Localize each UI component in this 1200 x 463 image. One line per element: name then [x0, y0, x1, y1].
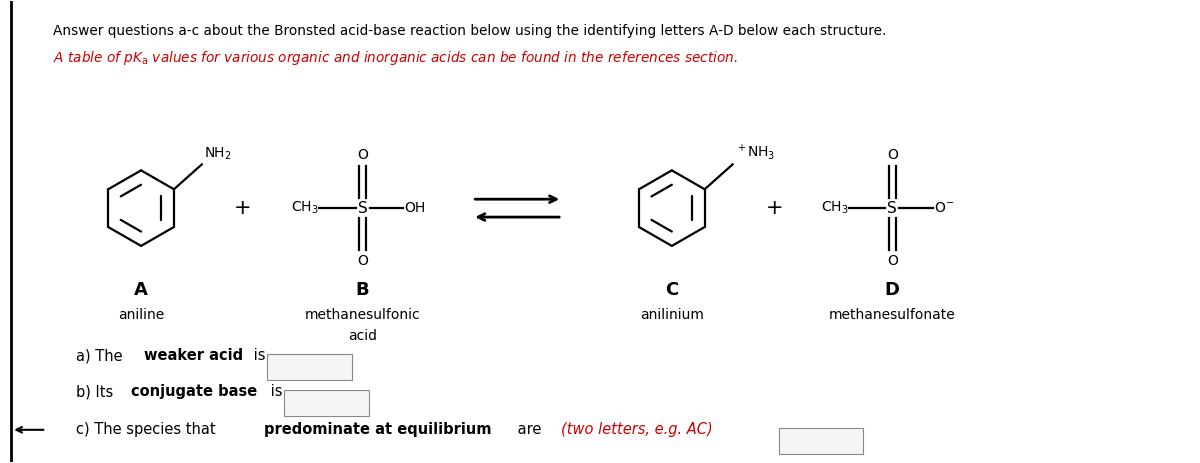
Text: conjugate base: conjugate base [131, 384, 257, 399]
Text: Answer questions a-c about the Bronsted acid-base reaction below using the ident: Answer questions a-c about the Bronsted … [53, 24, 887, 38]
Text: NH$_2$: NH$_2$ [204, 146, 232, 163]
Text: acid: acid [348, 329, 377, 344]
Text: $^+$NH$_3$: $^+$NH$_3$ [734, 143, 775, 163]
Bar [266, 354, 352, 380]
Text: is: is [248, 348, 265, 363]
Text: O: O [358, 149, 368, 163]
Text: CH$_3$: CH$_3$ [290, 200, 318, 216]
Text: C: C [665, 281, 678, 299]
Bar [779, 428, 863, 454]
Text: anilinium: anilinium [640, 307, 703, 321]
Text: predominate at equilibrium: predominate at equilibrium [264, 422, 491, 437]
Text: are: are [514, 422, 546, 437]
Text: D: D [884, 281, 900, 299]
Text: aniline: aniline [118, 307, 164, 321]
Bar [283, 390, 368, 416]
Text: +: + [234, 198, 252, 218]
Text: a) The: a) The [77, 348, 127, 363]
Text: B: B [355, 281, 370, 299]
Text: O: O [358, 254, 368, 268]
Text: S: S [358, 200, 367, 216]
Text: A table of pK$_\mathrm{a}$ values for various organic and inorganic acids can be: A table of pK$_\mathrm{a}$ values for va… [53, 49, 738, 67]
Text: S: S [888, 200, 898, 216]
Text: methanesulfonic: methanesulfonic [305, 307, 420, 321]
Text: methanesulfonate: methanesulfonate [829, 307, 955, 321]
Text: O: O [887, 149, 898, 163]
Text: c) The species that: c) The species that [77, 422, 221, 437]
Text: weaker acid: weaker acid [144, 348, 244, 363]
Text: O: O [887, 254, 898, 268]
Text: is: is [265, 384, 282, 399]
Text: CH$_3$: CH$_3$ [821, 200, 848, 216]
Text: O$^{-}$: O$^{-}$ [934, 201, 954, 215]
Text: +: + [766, 198, 784, 218]
Text: A: A [134, 281, 148, 299]
Text: OH: OH [404, 201, 425, 215]
Text: b) Its: b) Its [77, 384, 118, 399]
Text: (two letters, e.g. AC): (two letters, e.g. AC) [562, 422, 713, 437]
